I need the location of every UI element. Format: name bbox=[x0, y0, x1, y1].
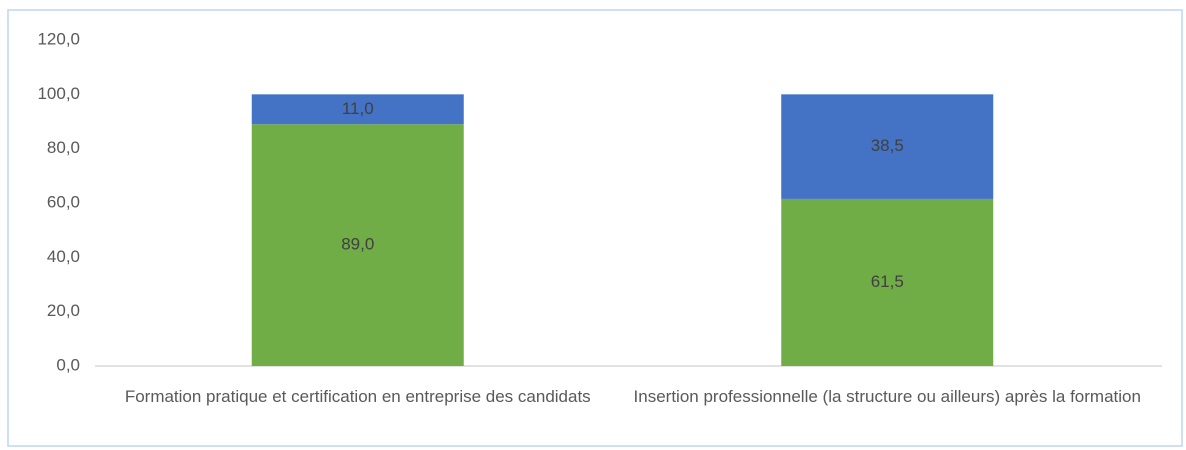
y-tick-label: 80,0 bbox=[47, 138, 80, 157]
y-tick-label: 120,0 bbox=[37, 29, 80, 48]
x-tick-label: Formation pratique et certification en e… bbox=[124, 387, 591, 406]
data-label: 38,5 bbox=[871, 136, 904, 155]
y-tick-label: 0,0 bbox=[56, 355, 80, 374]
y-tick-label: 60,0 bbox=[47, 192, 80, 211]
data-label: 89,0 bbox=[341, 235, 374, 254]
data-label: 61,5 bbox=[871, 272, 904, 291]
y-tick-label: 40,0 bbox=[47, 247, 80, 266]
bar-segment bbox=[781, 198, 994, 366]
bar-segment bbox=[781, 94, 994, 199]
chart-border bbox=[7, 9, 1183, 447]
y-tick-label: 100,0 bbox=[37, 84, 80, 103]
y-tick-label: 20,0 bbox=[47, 301, 80, 320]
x-tick-label: Insertion professionnelle (la structure … bbox=[633, 387, 1141, 406]
bar-segment bbox=[251, 124, 464, 366]
bar-segment bbox=[251, 94, 464, 125]
data-label: 11,0 bbox=[342, 99, 374, 118]
